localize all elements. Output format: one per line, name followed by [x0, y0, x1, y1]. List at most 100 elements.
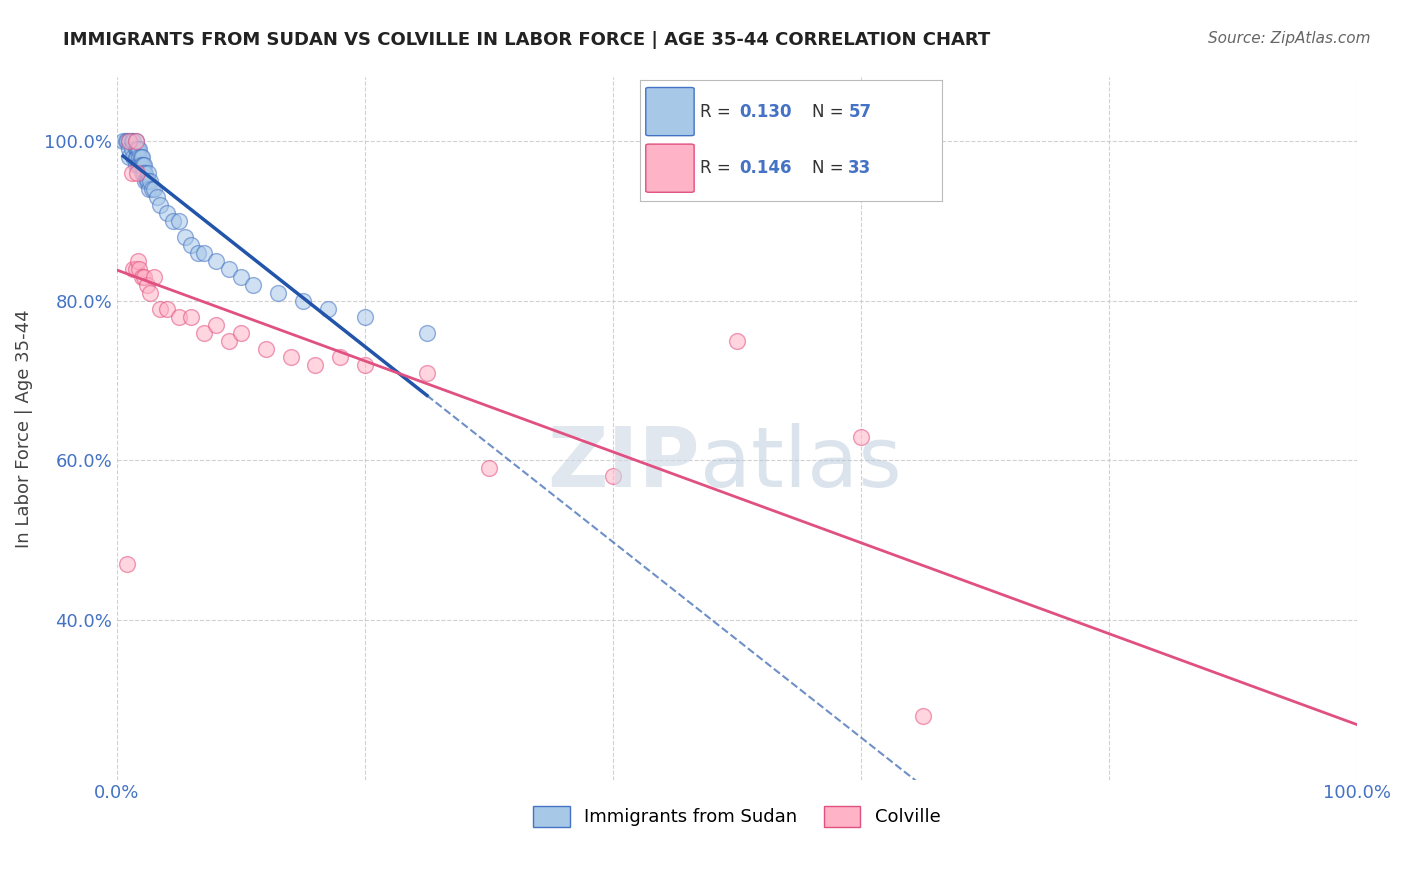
Point [229, 269, 252, 284]
Point [124, 150, 146, 164]
Point [131, 166, 153, 180]
Point [141, 182, 163, 196]
Point [127, 254, 149, 268]
Point [354, 358, 377, 372]
Point [354, 310, 377, 324]
Point [121, 134, 143, 148]
Point [134, 166, 156, 180]
Point [242, 277, 264, 292]
Text: N =: N = [813, 159, 849, 178]
Point [112, 134, 135, 148]
Point [155, 301, 177, 316]
Point [122, 150, 145, 164]
Point [127, 142, 149, 156]
Point [121, 142, 143, 156]
Point [205, 318, 228, 332]
Point [118, 142, 141, 156]
Point [128, 262, 150, 277]
Point [131, 150, 153, 164]
Point [136, 166, 159, 180]
Point [329, 350, 352, 364]
Point [134, 158, 156, 172]
Point [267, 285, 290, 300]
Point [129, 158, 152, 172]
Point [115, 134, 138, 148]
Text: 57: 57 [848, 103, 872, 120]
Text: IMMIGRANTS FROM SUDAN VS COLVILLE IN LABOR FORCE | AGE 35-44 CORRELATION CHART: IMMIGRANTS FROM SUDAN VS COLVILLE IN LAB… [63, 31, 990, 49]
Point [124, 134, 146, 148]
Point [125, 150, 148, 164]
Point [155, 206, 177, 220]
Point [128, 150, 150, 164]
Y-axis label: In Labor Force | Age 35-44: In Labor Force | Age 35-44 [15, 310, 32, 548]
Point [125, 142, 148, 156]
Point [124, 134, 146, 148]
Point [149, 198, 172, 212]
Point [118, 134, 141, 148]
Point [254, 342, 277, 356]
FancyBboxPatch shape [645, 145, 695, 193]
Point [478, 461, 501, 475]
Point [134, 174, 156, 188]
Text: 0.130: 0.130 [740, 103, 792, 120]
Point [134, 269, 156, 284]
Point [128, 158, 150, 172]
Point [149, 301, 172, 316]
Point [128, 142, 150, 156]
Point [602, 469, 624, 483]
Point [122, 262, 145, 277]
Text: R =: R = [700, 103, 737, 120]
Point [131, 158, 153, 172]
Point [118, 150, 141, 164]
Point [115, 557, 138, 571]
Point [135, 277, 157, 292]
Point [193, 326, 215, 340]
Point [114, 134, 136, 148]
Point [118, 134, 141, 148]
Point [127, 158, 149, 172]
Point [849, 429, 872, 443]
Point [138, 182, 160, 196]
Point [131, 269, 153, 284]
Text: R =: R = [700, 159, 737, 178]
Point [121, 166, 143, 180]
FancyBboxPatch shape [645, 87, 695, 136]
Point [124, 158, 146, 172]
Point [316, 301, 339, 316]
Point [125, 166, 148, 180]
Text: 33: 33 [848, 159, 872, 178]
Point [124, 142, 146, 156]
Point [229, 326, 252, 340]
Point [132, 166, 155, 180]
Point [122, 134, 145, 148]
Point [139, 174, 162, 188]
Point [135, 174, 157, 188]
Point [180, 238, 202, 252]
Point [124, 262, 146, 277]
Point [162, 214, 184, 228]
Point [136, 174, 159, 188]
Point [134, 166, 156, 180]
Point [416, 366, 439, 380]
Point [139, 285, 162, 300]
Point [725, 334, 748, 348]
Point [180, 310, 202, 324]
Point [280, 350, 302, 364]
Point [167, 214, 190, 228]
Text: 0.146: 0.146 [740, 159, 792, 178]
Point [187, 246, 209, 260]
Text: Source: ZipAtlas.com: Source: ZipAtlas.com [1208, 31, 1371, 46]
Text: atlas: atlas [700, 423, 901, 504]
Point [143, 182, 166, 196]
Point [143, 269, 166, 284]
Point [145, 190, 167, 204]
Point [304, 358, 326, 372]
Text: N =: N = [813, 103, 849, 120]
Text: ZIP: ZIP [547, 423, 700, 504]
Legend: Immigrants from Sudan, Colville: Immigrants from Sudan, Colville [526, 798, 948, 834]
Point [291, 293, 314, 308]
Point [174, 230, 197, 244]
Point [218, 262, 240, 277]
Point [205, 254, 228, 268]
Point [416, 326, 439, 340]
